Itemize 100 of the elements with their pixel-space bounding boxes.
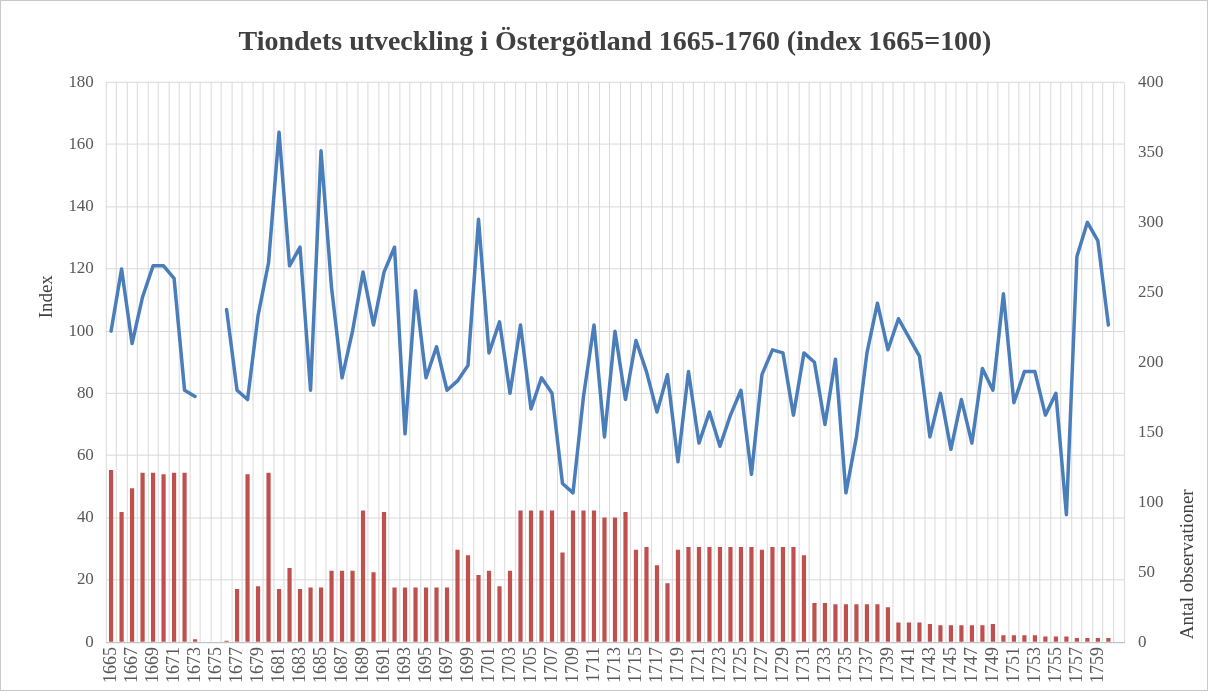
bar xyxy=(864,604,870,642)
bar xyxy=(528,510,534,642)
bar xyxy=(108,470,114,642)
x-tick-label: 1709 xyxy=(561,647,582,683)
bar xyxy=(140,472,145,642)
bar xyxy=(1106,637,1111,642)
x-tick-label: 1705 xyxy=(519,647,540,683)
bar xyxy=(182,472,187,642)
bar xyxy=(980,625,985,642)
bar xyxy=(770,546,775,642)
x-tick-label: 1679 xyxy=(246,647,267,683)
x-tick-label: 1733 xyxy=(813,647,834,683)
x-tick-label: 1725 xyxy=(729,647,750,683)
bar xyxy=(402,587,408,642)
bar xyxy=(623,511,628,642)
x-tick-label: 1755 xyxy=(1044,647,1065,683)
x-tick-label: 1677 xyxy=(225,647,246,683)
y2-tick-label: 350 xyxy=(1138,141,1164,161)
x-tick-label: 1715 xyxy=(624,647,645,683)
x-tick-label: 1731 xyxy=(792,647,813,683)
y-tick-label: 100 xyxy=(68,320,94,340)
x-tick-label: 1675 xyxy=(204,647,225,683)
bar xyxy=(843,604,849,642)
bar xyxy=(875,604,880,642)
bar xyxy=(392,587,397,642)
y2-tick-label: 0 xyxy=(1138,631,1147,651)
bar xyxy=(497,586,502,642)
bar xyxy=(1022,635,1027,642)
bar xyxy=(255,586,261,642)
y-tick-label: 40 xyxy=(76,507,94,527)
x-tick-label: 1727 xyxy=(750,647,771,683)
bar xyxy=(644,546,649,642)
bar xyxy=(602,517,607,642)
bar xyxy=(339,570,345,642)
x-tick-label: 1741 xyxy=(897,647,918,683)
x-tick-label: 1667 xyxy=(120,647,141,683)
bar xyxy=(161,474,166,642)
bar xyxy=(371,572,376,642)
y2-tick-label: 200 xyxy=(1138,351,1164,371)
x-tick-label: 1665 xyxy=(99,647,120,683)
bar xyxy=(1011,635,1017,642)
x-tick-label: 1757 xyxy=(1065,647,1086,683)
bar xyxy=(728,546,733,642)
x-tick-label: 1673 xyxy=(183,647,204,683)
y-tick-label: 0 xyxy=(85,631,94,651)
x-tick-label: 1737 xyxy=(855,647,876,683)
bar xyxy=(717,546,723,642)
bar xyxy=(749,546,754,642)
bar xyxy=(1064,636,1069,642)
bar xyxy=(906,622,912,642)
x-tick-label: 1739 xyxy=(876,647,897,683)
x-tick-label: 1747 xyxy=(960,647,981,683)
bar xyxy=(812,602,817,642)
bar xyxy=(360,510,366,642)
bar xyxy=(791,546,796,642)
bar xyxy=(675,549,681,642)
x-tick-label: 1745 xyxy=(939,647,960,683)
bar xyxy=(822,602,828,642)
bar xyxy=(1043,636,1048,642)
bar xyxy=(654,565,660,642)
bar xyxy=(234,588,240,642)
bar xyxy=(150,472,156,642)
bar xyxy=(612,517,618,642)
bar xyxy=(455,549,460,642)
x-tick-label: 1703 xyxy=(498,647,519,683)
bar xyxy=(444,587,450,642)
bar xyxy=(381,511,387,642)
bar xyxy=(434,587,439,642)
x-tick-label: 1749 xyxy=(981,647,1002,683)
y2-tick-label: 150 xyxy=(1138,421,1164,441)
x-tick-label: 1721 xyxy=(687,647,708,683)
bar xyxy=(896,622,901,642)
x-tick-label: 1759 xyxy=(1086,647,1107,683)
bar xyxy=(833,604,838,642)
y-tick-label: 140 xyxy=(68,196,94,216)
x-tick-label: 1701 xyxy=(477,647,498,683)
x-tick-label: 1719 xyxy=(666,647,687,683)
bar xyxy=(119,511,124,642)
bar xyxy=(581,510,586,642)
y2-tick-label: 400 xyxy=(1138,71,1164,91)
x-tick-label: 1713 xyxy=(603,647,624,683)
y-tick-label: 60 xyxy=(76,445,94,464)
bar xyxy=(245,474,250,642)
x-tick-label: 1751 xyxy=(1002,647,1023,683)
y2-tick-label: 100 xyxy=(1138,491,1164,511)
bar xyxy=(129,488,135,642)
x-tick-label: 1707 xyxy=(540,647,561,683)
bar xyxy=(1032,635,1037,642)
bar xyxy=(959,625,964,642)
bar xyxy=(707,546,712,642)
bar xyxy=(423,587,429,642)
y-tick-label: 20 xyxy=(76,569,94,589)
x-tick-label: 1753 xyxy=(1023,647,1044,683)
chart-title: Tiondets utveckling i Östergötland 1665-1760 (index 1665=100) xyxy=(238,24,992,56)
bar xyxy=(665,583,670,642)
x-tick-label: 1743 xyxy=(918,647,939,683)
bar xyxy=(329,570,334,642)
x-tick-label: 1717 xyxy=(645,647,666,683)
y-tick-label: 160 xyxy=(68,134,94,154)
bar xyxy=(759,549,765,642)
